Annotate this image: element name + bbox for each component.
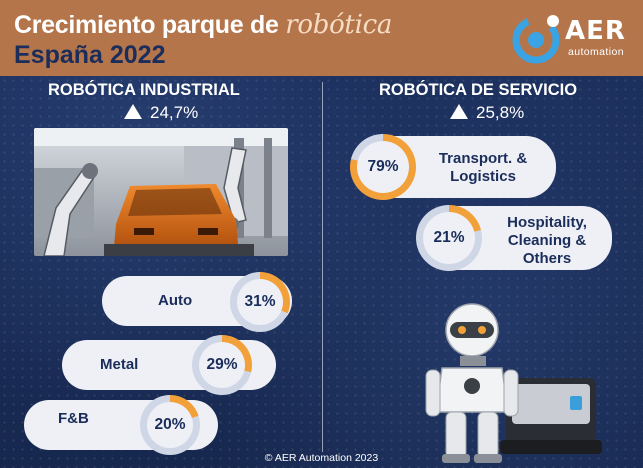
up-triangle-icon <box>450 104 468 119</box>
page-subtitle: España 2022 <box>14 41 166 69</box>
industrial-growth-value: 24,7% <box>150 103 199 122</box>
industrial-section-title: ROBÓTICA INDUSTRIAL <box>48 81 240 99</box>
donut-ring-auto: 31% <box>230 272 290 332</box>
service-growth: 25,8% <box>450 103 524 123</box>
section-divider <box>322 82 323 452</box>
service-section-title: ROBÓTICA DE SERVICIO <box>379 81 578 99</box>
title-main-text: Crecimiento parque de <box>14 11 286 39</box>
segment-value-hospitality: 21% <box>433 229 465 246</box>
aer-logo: AER automation <box>510 10 635 66</box>
segment-value-transport: 79% <box>367 158 399 175</box>
aer-logo-icon <box>512 15 560 64</box>
segment-label-line: Logistics <box>450 168 516 185</box>
page-title: Crecimiento parque de robótica <box>14 10 392 40</box>
segment-label-line: Transport. & <box>438 150 528 167</box>
logo-tagline: automation <box>568 46 624 58</box>
donut-ring-hospitality: 21% <box>416 205 482 271</box>
copyright-text: © AER Automation 2023 <box>264 452 379 464</box>
donut-ring-transport: 79% <box>350 134 416 200</box>
title-script-text: robótica <box>285 10 393 40</box>
header-banner: Crecimiento parque de robótica España 20… <box>0 0 643 76</box>
logo-name: AER <box>565 16 626 46</box>
segment-label-fb: F&B <box>58 410 89 427</box>
industrial-growth: 24,7% <box>124 103 198 123</box>
service-growth-value: 25,8% <box>476 103 525 122</box>
segment-value-auto: 31% <box>244 293 276 310</box>
service-robot-image <box>420 300 610 465</box>
segment-label-transport: Transport. & Logistics <box>418 150 548 186</box>
donut-ring-fb: 20% <box>140 395 200 455</box>
segment-label-metal: Metal <box>100 356 139 373</box>
segment-label-line: Others <box>522 250 572 267</box>
segment-label-auto: Auto <box>158 292 193 309</box>
segment-value-fb: 20% <box>154 416 186 433</box>
segment-label-line: Hospitality, <box>507 214 587 231</box>
up-triangle-icon <box>124 104 142 119</box>
factory-car-robot-image <box>34 128 288 256</box>
segment-label-hospitality: Hospitality, Cleaning & Others <box>484 214 610 268</box>
donut-ring-metal: 29% <box>192 335 252 395</box>
segment-label-line: Cleaning & <box>507 232 587 249</box>
segment-value-metal: 29% <box>206 356 238 373</box>
